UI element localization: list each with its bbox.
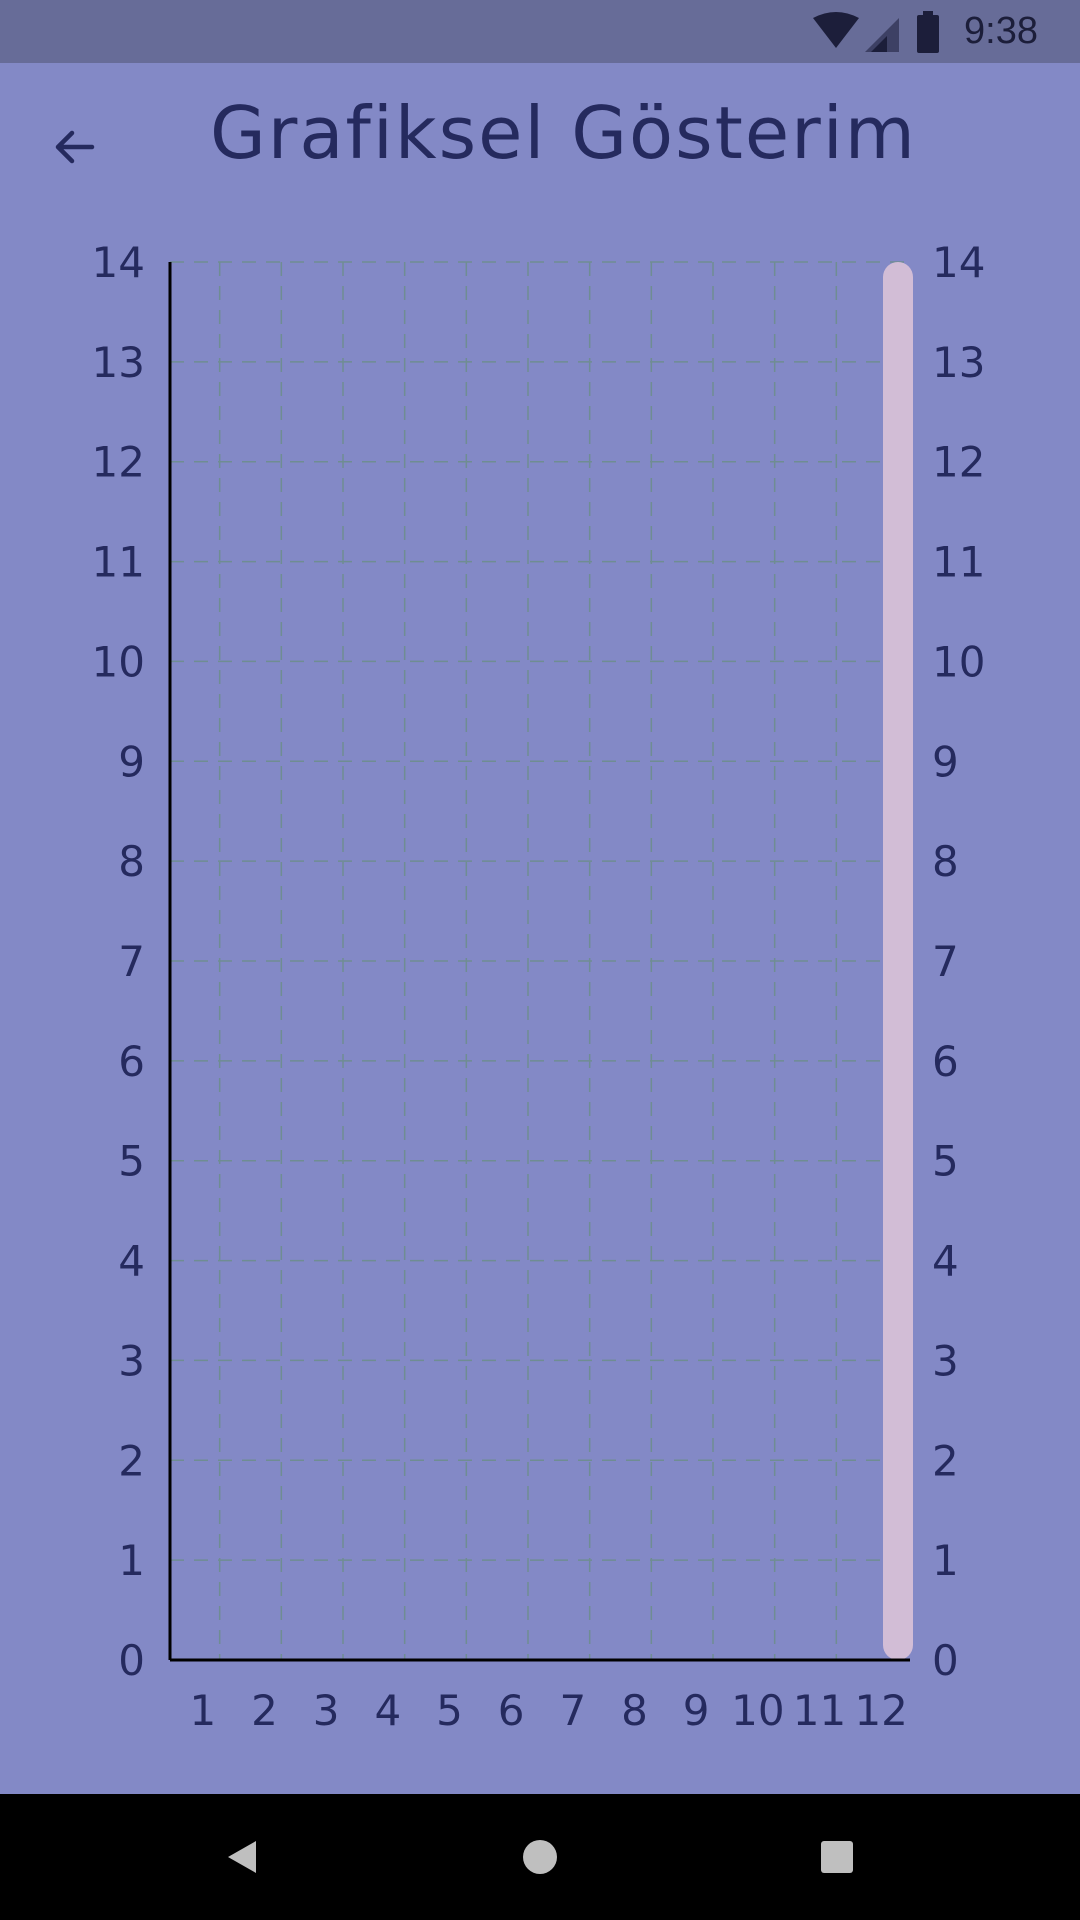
- x-tick-10: 10: [731, 1686, 784, 1735]
- y-tick-right-0: 0: [932, 1636, 959, 1685]
- chart-axes: [168, 262, 910, 1662]
- y-tick-left-9: 9: [118, 737, 145, 786]
- y-tick-right-11: 11: [932, 538, 985, 587]
- status-bar: 9:38: [0, 0, 1080, 63]
- cellular-signal-icon: [865, 18, 899, 52]
- nav-back-button[interactable]: [172, 1794, 312, 1920]
- status-time: 9:38: [964, 10, 1038, 52]
- back-button[interactable]: [30, 103, 118, 191]
- y-tick-right-6: 6: [932, 1037, 959, 1086]
- y-tick-left-7: 7: [118, 937, 145, 986]
- page-title: Grafiksel Gösterim: [210, 91, 917, 175]
- x-tick-1: 1: [189, 1686, 216, 1735]
- y-tick-right-2: 2: [932, 1436, 959, 1485]
- x-tick-2: 2: [251, 1686, 278, 1735]
- y-tick-left-2: 2: [118, 1436, 145, 1485]
- x-tick-9: 9: [683, 1686, 710, 1735]
- y-tick-right-12: 12: [932, 438, 985, 487]
- recents-nav-icon: [821, 1841, 853, 1873]
- y-tick-left-3: 3: [118, 1336, 145, 1385]
- y-tick-left-14: 14: [92, 238, 145, 287]
- y-tick-left-11: 11: [92, 538, 145, 587]
- x-tick-7: 7: [559, 1686, 586, 1735]
- arrow-back-icon: [55, 130, 95, 164]
- x-tick-3: 3: [313, 1686, 340, 1735]
- y-tick-right-13: 13: [932, 338, 985, 387]
- y-tick-left-1: 1: [118, 1536, 145, 1585]
- y-tick-left-6: 6: [118, 1037, 145, 1086]
- y-tick-right-14: 14: [932, 238, 985, 287]
- x-tick-12: 12: [854, 1686, 907, 1735]
- y-tick-right-10: 10: [932, 637, 985, 686]
- chart-bars: [883, 262, 913, 1660]
- app-bar: Grafiksel Gösterim: [0, 63, 1080, 203]
- x-tick-4: 4: [374, 1686, 401, 1735]
- y-tick-right-7: 7: [932, 937, 959, 986]
- y-tick-right-5: 5: [932, 1137, 959, 1186]
- y-tick-left-10: 10: [92, 637, 145, 686]
- home-nav-icon: [523, 1840, 557, 1874]
- y-tick-right-8: 8: [932, 837, 959, 886]
- status-icons: [813, 11, 939, 53]
- nav-recents-button[interactable]: [767, 1794, 907, 1920]
- y-tick-left-4: 4: [118, 1237, 145, 1286]
- y-tick-right-9: 9: [932, 737, 959, 786]
- y-tick-left-5: 5: [118, 1137, 145, 1186]
- x-tick-5: 5: [436, 1686, 463, 1735]
- battery-icon: [917, 11, 939, 53]
- y-tick-left-13: 13: [92, 338, 145, 387]
- bar-12: [883, 262, 913, 1660]
- back-nav-icon: [228, 1841, 256, 1873]
- y-tick-right-4: 4: [932, 1237, 959, 1286]
- y-tick-left-12: 12: [92, 438, 145, 487]
- x-tick-8: 8: [621, 1686, 648, 1735]
- navigation-bar: [0, 1794, 1080, 1920]
- x-tick-6: 6: [498, 1686, 525, 1735]
- wifi-icon: [813, 12, 859, 48]
- x-tick-11: 11: [793, 1686, 846, 1735]
- y-tick-left-8: 8: [118, 837, 145, 886]
- y-tick-left-0: 0: [118, 1636, 145, 1685]
- y-tick-right-1: 1: [932, 1536, 959, 1585]
- chart-grid: [170, 261, 910, 1660]
- nav-home-button[interactable]: [470, 1794, 610, 1920]
- y-tick-right-3: 3: [932, 1336, 959, 1385]
